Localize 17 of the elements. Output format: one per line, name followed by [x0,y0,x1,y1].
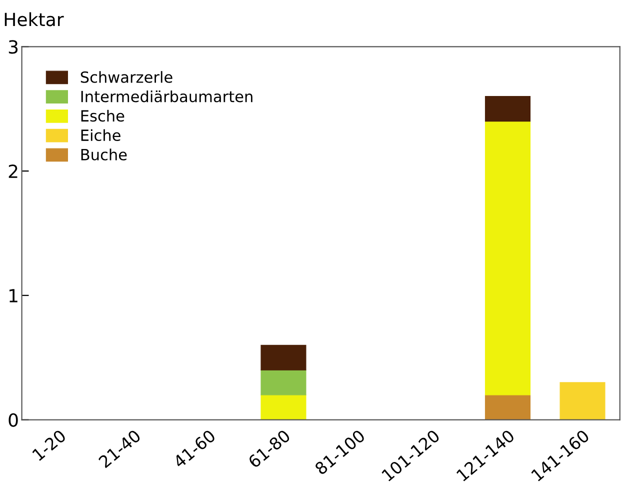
y-tick-label: 3 [8,40,18,54]
bar [484,394,531,420]
bar [260,394,306,420]
legend-label: Schwarzerle [80,71,172,83]
bar [260,344,306,370]
y-axis-title: Hektar [4,12,64,26]
legend-label: Esche [81,110,124,122]
legend-label: Buche [81,148,127,160]
legend-label: Eiche [81,129,120,142]
bar [560,382,606,420]
y-tick-label: 2 [8,164,18,178]
bar [260,370,306,396]
bar [484,120,531,396]
y-tick-label: 0 [8,413,18,427]
legend-label: Intermediärbaumarten [81,90,252,102]
y-tick-label: 1 [10,289,18,302]
bar [484,96,531,122]
